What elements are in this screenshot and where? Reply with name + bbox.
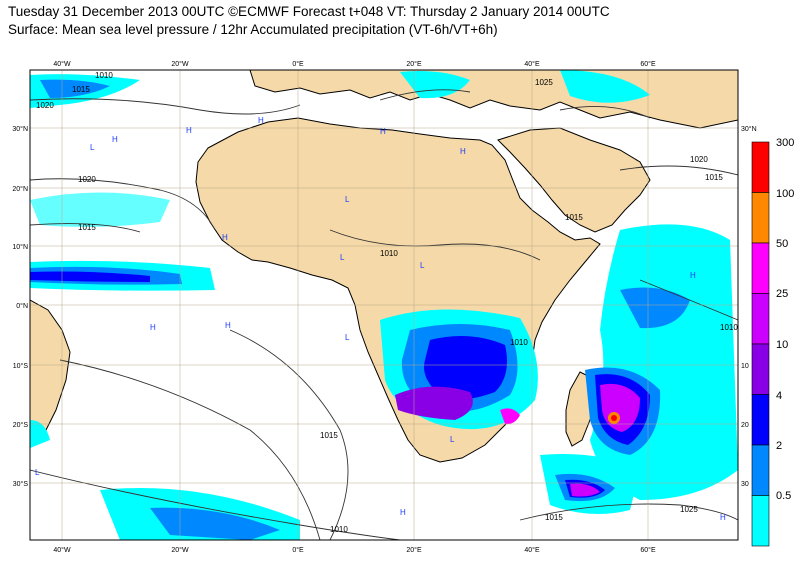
high-pressure-marker: H <box>720 513 726 522</box>
high-pressure-marker: H <box>186 126 192 135</box>
map-frame <box>29 69 739 541</box>
legend-swatch <box>751 444 770 496</box>
low-pressure-marker: L <box>450 435 455 444</box>
high-pressure-marker: H <box>222 233 228 242</box>
low-pressure-marker: L <box>345 333 350 342</box>
legend-label: 50 <box>776 238 789 250</box>
map-title-line1: Tuesday 31 December 2013 00UTC ©ECMWF Fo… <box>8 4 610 19</box>
low-pressure-marker: L <box>345 195 350 204</box>
isobar-label: 1025 <box>680 505 698 514</box>
lon-label: 0°E <box>292 546 304 554</box>
isobar-label: 1010 <box>330 525 348 534</box>
lat-label-right: 20 <box>741 422 749 429</box>
map-title-line2: Surface: Mean sea level pressure / 12hr … <box>8 22 498 37</box>
precip-legend <box>751 141 770 547</box>
lat-label: 30°S <box>13 480 29 488</box>
isobar-label: 1020 <box>78 175 96 184</box>
high-pressure-marker: H <box>258 116 264 125</box>
lat-label: 10°N <box>12 243 28 251</box>
legend-label: 4 <box>776 390 783 402</box>
isobar-label: 1010 <box>510 338 528 347</box>
low-pressure-marker: L <box>90 143 95 152</box>
lat-label: 30°N <box>12 125 28 133</box>
high-pressure-marker: H <box>460 147 466 156</box>
legend-swatch <box>751 394 770 446</box>
legend-swatch <box>751 192 770 244</box>
isobar-label: 1025 <box>535 78 553 87</box>
lon-label: 20°E <box>406 546 422 554</box>
isobar-label: 1015 <box>565 213 583 222</box>
lon-label: 0°E <box>292 60 304 68</box>
lon-label: 40°W <box>53 546 71 554</box>
isobar-label: 1015 <box>320 431 338 440</box>
lat-label-right: 30 <box>741 481 749 488</box>
lon-label: 60°E <box>640 546 656 554</box>
graticule <box>30 70 738 540</box>
low-pressure-marker: L <box>35 468 40 477</box>
lat-label: 20°S <box>13 421 29 429</box>
lon-label: 40°E <box>524 546 540 554</box>
legend-label: 100 <box>776 188 795 200</box>
legend-swatch <box>751 293 770 345</box>
low-pressure-marker: L <box>420 261 425 270</box>
lat-label: 20°N <box>12 185 28 193</box>
isobar-lines <box>30 89 738 540</box>
isobar-label: 1010 <box>380 249 398 258</box>
low-pressure-marker: L <box>340 253 345 262</box>
legend-swatch <box>751 343 770 395</box>
isobar-label: 1010 <box>720 323 738 332</box>
lat-label-right: 10 <box>741 363 749 370</box>
lon-label: 40°W <box>53 60 71 68</box>
legend-swatch <box>751 141 770 193</box>
high-pressure-marker: H <box>150 323 156 332</box>
lon-label: 40°E <box>524 60 540 68</box>
isobar-label: 1010 <box>95 71 113 80</box>
high-pressure-marker: H <box>225 321 231 330</box>
isobar-label: 1020 <box>690 155 708 164</box>
isobar-label: 1015 <box>78 223 96 232</box>
lon-label: 20°W <box>171 546 189 554</box>
high-pressure-marker: H <box>112 135 118 144</box>
legend-label: 300 <box>776 137 795 149</box>
lat-label: 0°N <box>16 302 28 310</box>
lon-label: 60°E <box>640 60 656 68</box>
legend-label: 0.5 <box>776 490 792 502</box>
isobar-label: 1015 <box>545 513 563 522</box>
isobar-label: 1015 <box>705 173 723 182</box>
legend-swatch <box>751 242 770 294</box>
lat-label-right: 30°N <box>741 125 757 133</box>
high-pressure-marker: H <box>400 508 406 517</box>
high-pressure-marker: H <box>380 127 386 136</box>
isobar-label: 1020 <box>36 101 54 110</box>
lat-label: 10°S <box>13 362 29 370</box>
legend-label: 2 <box>776 440 783 452</box>
lon-label: 20°W <box>171 60 189 68</box>
lon-label: 20°E <box>406 60 422 68</box>
high-pressure-marker: H <box>690 271 696 280</box>
isobar-label: 1015 <box>72 85 90 94</box>
arabia-landmass <box>497 127 651 233</box>
legend-label: 25 <box>776 288 789 300</box>
legend-label: 10 <box>776 339 789 351</box>
precip-very-heavy <box>395 383 640 497</box>
legend-swatch <box>751 495 770 547</box>
